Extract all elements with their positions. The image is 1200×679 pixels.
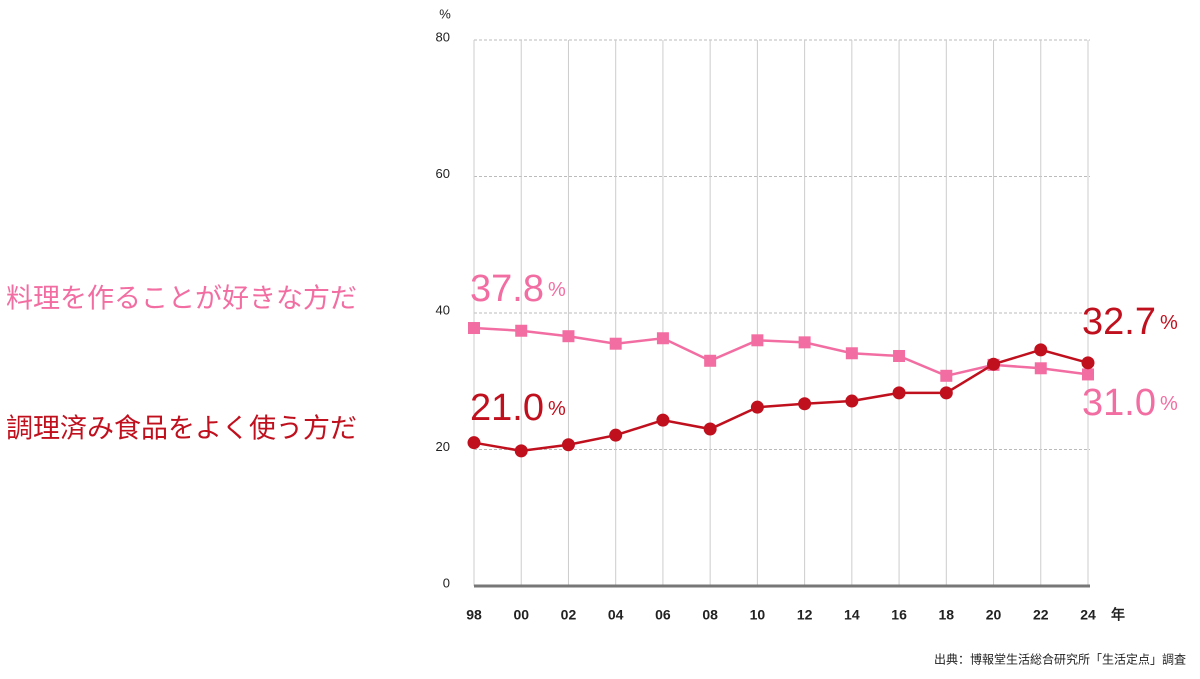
marker <box>845 347 858 360</box>
x-tick-label: 10 <box>750 607 766 623</box>
value-label: 37.8% <box>470 268 566 310</box>
marker <box>798 397 812 411</box>
series-label: 調理済み食品をよく使う方だ <box>6 414 357 445</box>
x-tick-label: 98 <box>466 607 482 623</box>
x-tick-label: 08 <box>702 607 718 623</box>
x-tick-label: 14 <box>844 607 860 623</box>
x-tick-label: 22 <box>1033 607 1049 623</box>
marker <box>798 336 811 349</box>
marker <box>987 357 1001 371</box>
marker <box>609 337 622 350</box>
marker <box>845 394 859 408</box>
y-tick-label: 40 <box>436 302 450 317</box>
y-tick-label: 0 <box>443 575 450 590</box>
y-tick-label: 80 <box>436 29 450 44</box>
value-label: 31.0% <box>1082 382 1178 424</box>
value-label: 21.0% <box>470 387 566 429</box>
marker <box>562 330 575 343</box>
marker <box>656 413 670 427</box>
marker <box>468 322 480 335</box>
series-label: 料理を作ることが好きな方だ <box>6 284 357 315</box>
x-tick-label: 02 <box>561 607 577 623</box>
marker <box>892 386 906 400</box>
marker <box>750 400 764 414</box>
marker <box>656 332 669 345</box>
x-unit: 年 <box>1111 607 1125 623</box>
marker <box>1081 356 1095 370</box>
x-tick-label: 04 <box>608 607 624 623</box>
marker <box>1034 362 1047 375</box>
marker <box>467 436 481 450</box>
marker <box>514 444 528 458</box>
y-tick-label: 60 <box>436 166 450 181</box>
marker <box>1082 368 1094 381</box>
marker <box>609 428 623 442</box>
x-tick-label: 00 <box>513 607 529 623</box>
marker <box>561 438 575 452</box>
marker <box>515 324 528 337</box>
x-tick-label: 12 <box>797 607 813 623</box>
x-tick-label: 06 <box>655 607 671 623</box>
y-tick-label: 20 <box>436 439 450 454</box>
series-line <box>473 326 1089 378</box>
marker <box>939 386 953 400</box>
series-line <box>473 348 1089 453</box>
y-unit: % <box>439 6 451 21</box>
value-label: 32.7% <box>1082 301 1178 343</box>
x-tick-label: 24 <box>1080 607 1096 623</box>
marker <box>1034 343 1048 357</box>
x-tick-label: 18 <box>939 607 955 623</box>
x-tick-label: 20 <box>986 607 1002 623</box>
x-tick-label: 16 <box>891 607 907 623</box>
marker <box>704 354 717 367</box>
marker <box>893 349 906 362</box>
marker <box>940 369 953 382</box>
marker <box>751 334 764 347</box>
marker <box>703 422 717 436</box>
source: 出典：博報堂生活総合研究所「生活定点」調査 <box>934 652 1186 667</box>
